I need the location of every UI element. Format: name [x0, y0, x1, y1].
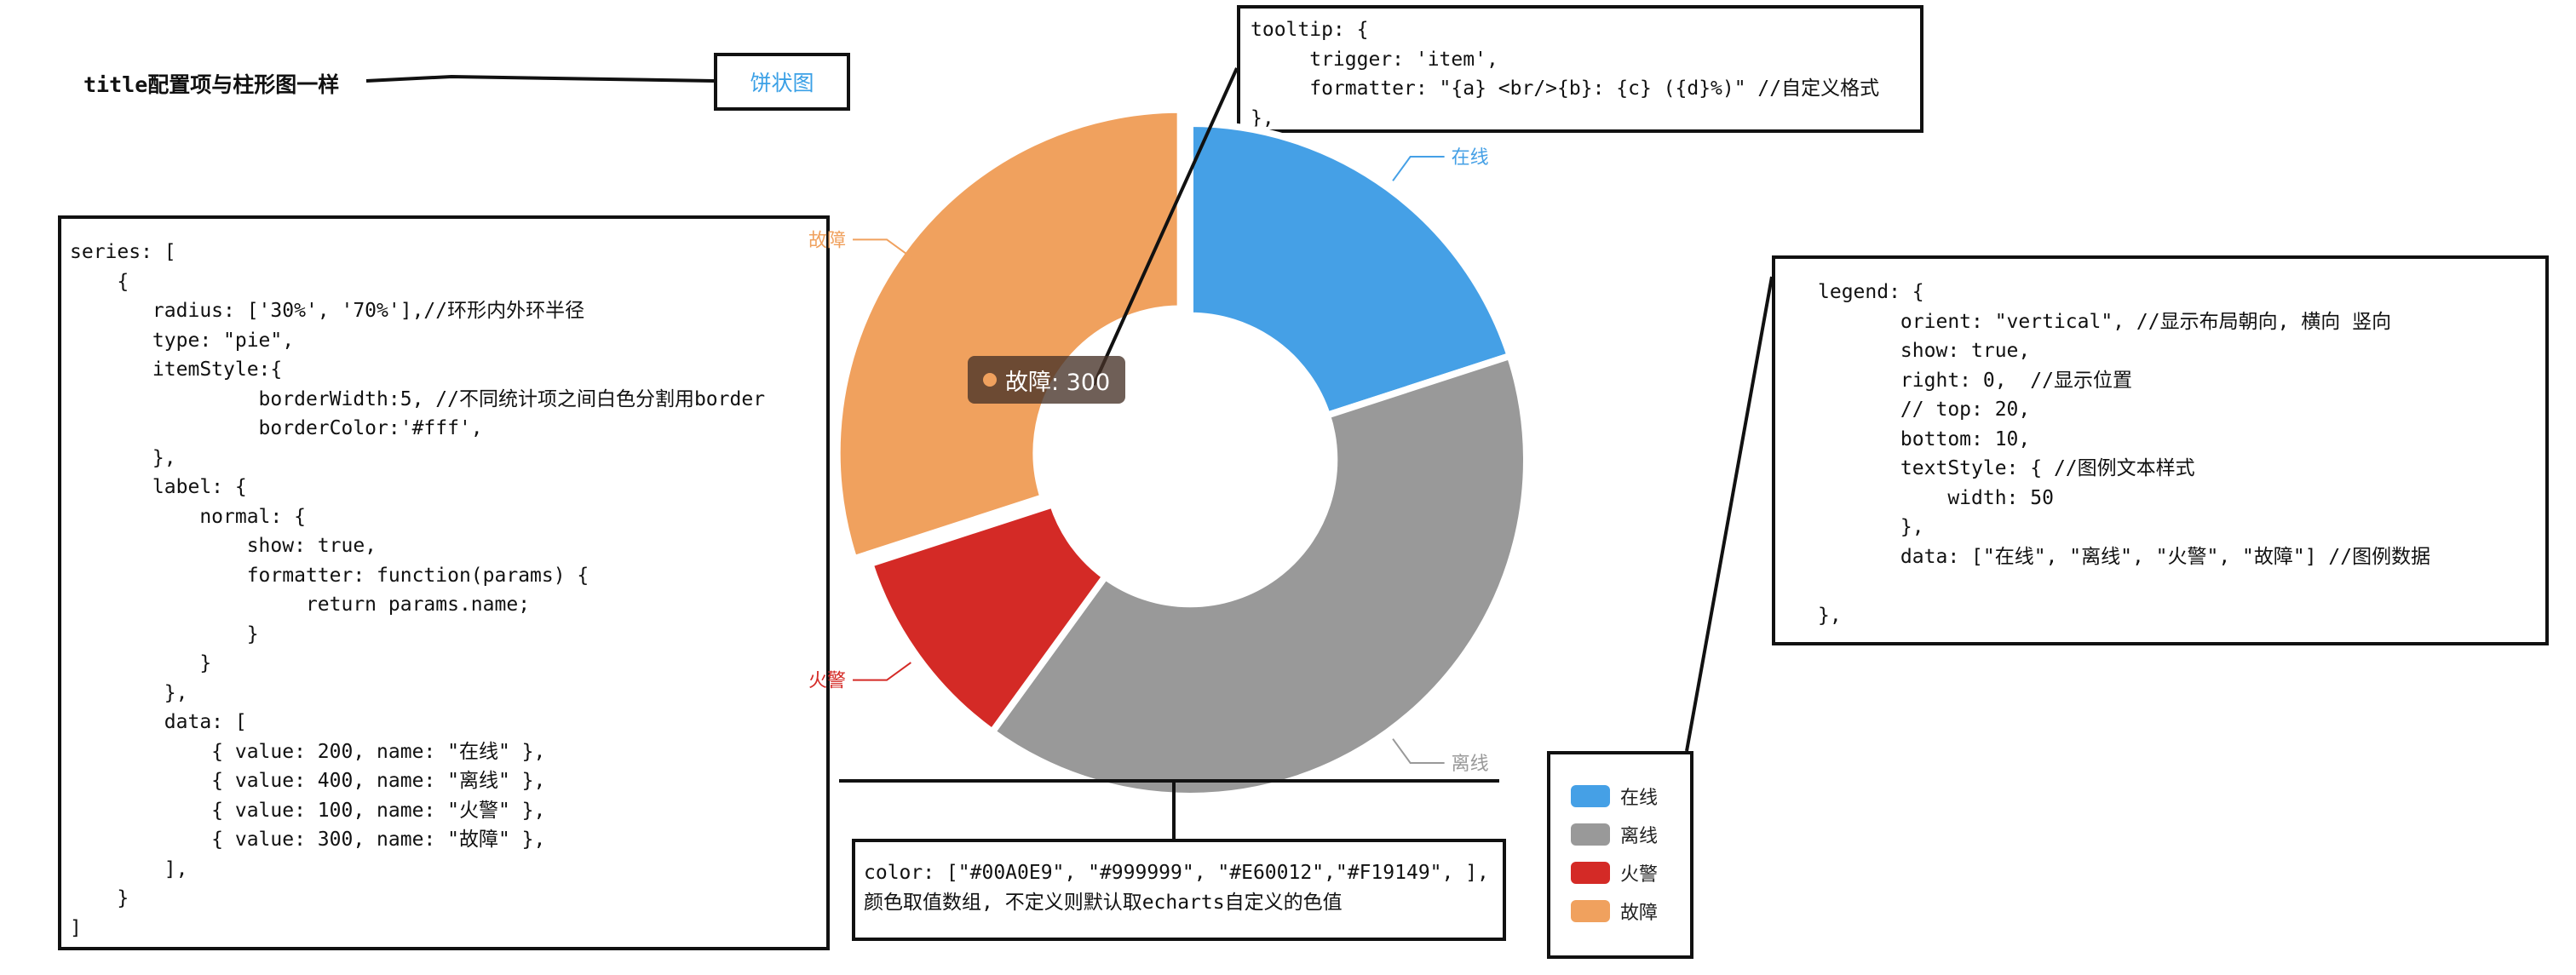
label-leader-line [853, 662, 911, 681]
series-code-line: borderWidth:5, //不同统计项之间白色分割用border [70, 387, 766, 410]
legend-code-line: textStyle: { //图例文本样式 [1818, 457, 2195, 479]
series-code-line: normal: { [70, 505, 306, 528]
legend-swatch [1571, 899, 1610, 922]
pie-title-box: 饼状图 [714, 53, 850, 111]
series-code-line: }, [70, 446, 176, 469]
donut-slice[interactable] [833, 106, 1184, 564]
legend-label: 在线 [1620, 787, 1659, 809]
series-code-line: label: { [70, 476, 247, 498]
legend-label: 火警 [1620, 863, 1659, 886]
series-code-line: itemStyle:{ [70, 358, 283, 381]
series-code-line: series: [ [70, 241, 176, 263]
legend-item[interactable]: 故障 [1571, 892, 1670, 930]
series-code-line: radius: ['30%', '70%'],//环形内外环半径 [70, 300, 585, 322]
legend-code-line: bottom: 10, [1818, 427, 2031, 450]
tooltip-connector [1092, 67, 1239, 386]
legend-code-line: data: ["在线", "离线", "火警", "故障"] //图例数据 [1818, 545, 2431, 568]
legend-connector [1685, 276, 1774, 752]
series-code-line: borderColor:'#fff', [70, 417, 483, 439]
legend-item[interactable]: 火警 [1571, 853, 1670, 892]
slice-label: 火警 [808, 671, 846, 692]
title-connector [365, 74, 715, 83]
legend-code-line: width: 50 [1818, 486, 2054, 509]
legend-code-line: }, [1818, 516, 1924, 538]
legend-demo: 在线 离线 火警 故障 [1547, 751, 1693, 959]
series-code-line: type: "pie", [70, 329, 295, 352]
color-code-line: 颜色取值数组, 不定义则默认取echarts自定义的色值 [864, 891, 1343, 914]
color-code: color: ["#00A0E9", "#999999", "#E60012",… [864, 856, 1494, 915]
tooltip-dot [983, 373, 997, 387]
series-code-line: } [70, 622, 259, 645]
title-note: title配置项与柱形图一样 [83, 72, 340, 97]
tooltip-bubble: 故障: 300 [968, 356, 1126, 404]
legend-item[interactable]: 离线 [1571, 815, 1670, 853]
legend-code-line: right: 0, //显示位置 [1818, 369, 2132, 392]
series-code-line: }, [70, 681, 188, 704]
legend-code-line: orient: "vertical", //显示布局朝向, 横向 竖向 [1818, 310, 2392, 333]
legend-code-line: legend: { [1818, 281, 1924, 303]
pie-title: 饼状图 [750, 71, 814, 95]
slice-label: 离线 [1452, 754, 1489, 775]
series-code-line: { [70, 270, 129, 293]
donut-slice[interactable] [1187, 119, 1515, 420]
label-leader-line [853, 238, 911, 258]
series-config-box: series: [ { radius: ['30%', '70%'],//环形内… [58, 215, 830, 950]
legend-code-line: // top: 20, [1818, 399, 2031, 421]
tooltip-config-box: tooltip: { trigger: 'item', formatter: "… [1237, 5, 1923, 133]
legend-config-box: legend: { orient: "vertical", //显示布局朝向, … [1772, 255, 2549, 645]
series-code-line: { value: 400, name: "离线" }, [70, 770, 546, 792]
series-code-line: formatter: function(params) { [70, 564, 589, 587]
series-code-line: data: [ [70, 711, 247, 733]
series-code-line: { value: 300, name: "故障" }, [70, 829, 546, 851]
tooltip-code-line: tooltip: { [1251, 19, 1369, 41]
series-code-line: ], [70, 857, 188, 880]
series-code-line: } [70, 887, 129, 909]
legend-label: 故障 [1620, 902, 1659, 924]
label-leader-line [1392, 156, 1445, 181]
legend-swatch [1571, 861, 1610, 884]
color-config-box: color: ["#00A0E9", "#999999", "#E60012",… [852, 839, 1506, 941]
series-code-line: ] [70, 916, 82, 939]
slice-label: 在线 [1452, 147, 1489, 169]
donut-slice[interactable] [865, 500, 1111, 737]
legend-swatch [1571, 823, 1610, 846]
color-code-line: color: ["#00A0E9", "#999999", "#E60012",… [864, 862, 1489, 884]
series-code-line: show: true, [70, 535, 377, 557]
series-code-line: return params.name; [70, 594, 531, 616]
series-code-line: } [70, 652, 212, 674]
tooltip-text: 故障: 300 [1005, 369, 1111, 396]
legend-code-line: show: true, [1818, 340, 2031, 362]
legend-swatch [1571, 784, 1610, 807]
legend-item[interactable]: 在线 [1571, 777, 1670, 815]
series-code-line: { value: 200, name: "在线" }, [70, 740, 546, 763]
slice-label: 故障 [808, 230, 846, 251]
tooltip-code-line: formatter: "{a} <br/>{b}: {c} ({d}%)" //… [1251, 77, 1880, 100]
label-leader-line [1392, 738, 1445, 764]
tooltip-code-line: trigger: 'item', [1251, 48, 1498, 71]
legend-code-line: }, [1818, 604, 1842, 627]
series-code-line: { value: 100, name: "火警" }, [70, 799, 546, 822]
tooltip-code-line: }, [1251, 106, 1274, 129]
legend-label: 离线 [1620, 825, 1659, 847]
